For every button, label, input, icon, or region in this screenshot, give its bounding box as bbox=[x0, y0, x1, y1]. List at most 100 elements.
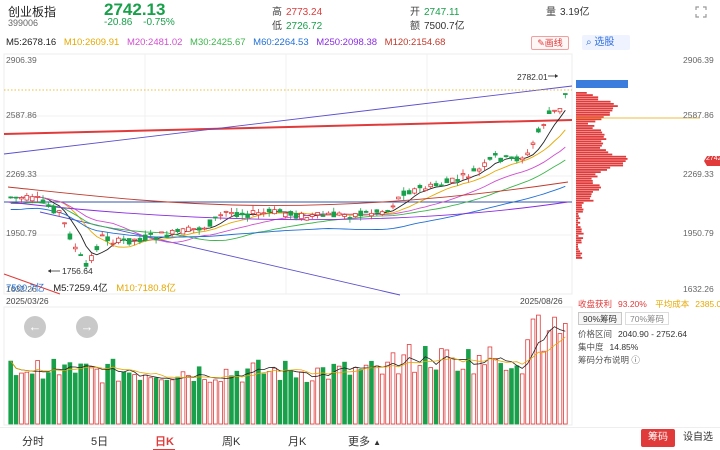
draw-line-label: 画线 bbox=[544, 38, 563, 48]
scroll-right-button[interactable]: → bbox=[76, 316, 98, 338]
select-stock-button[interactable]: ⌕ 选股 bbox=[582, 35, 630, 50]
tab-monthly-k[interactable]: 月K bbox=[288, 436, 307, 448]
high-value: 2773.24 bbox=[286, 7, 323, 18]
index-code: 399006 bbox=[8, 18, 39, 28]
volume-ma-lines bbox=[10, 326, 566, 380]
chip-bar bbox=[576, 94, 593, 96]
volume-bar bbox=[396, 373, 401, 425]
candle-body bbox=[78, 254, 83, 256]
candle-body bbox=[83, 262, 89, 267]
tab-intraday[interactable]: 分时 bbox=[22, 436, 44, 448]
volume-bar bbox=[256, 359, 261, 425]
candle-body bbox=[126, 238, 132, 245]
cost-value: 2385.01 bbox=[695, 299, 720, 309]
open-label: 开 bbox=[410, 7, 420, 18]
candle-body bbox=[487, 157, 493, 160]
chip-button[interactable]: 筹码 bbox=[641, 429, 675, 447]
candle-body bbox=[186, 226, 191, 232]
candle-body bbox=[299, 213, 304, 220]
volume-bar bbox=[213, 379, 218, 425]
right-label-bottom: 1632.26 bbox=[683, 284, 714, 294]
candle-body bbox=[471, 168, 477, 172]
high-stat: 高 2773.24 bbox=[272, 3, 322, 18]
ma-line bbox=[10, 146, 566, 243]
volume-bar bbox=[116, 380, 121, 425]
chip-bar bbox=[576, 241, 582, 244]
volume-bar bbox=[342, 361, 347, 425]
candle-body bbox=[390, 205, 396, 208]
ma-line bbox=[10, 159, 566, 242]
volume-bar bbox=[196, 366, 202, 425]
candle-body bbox=[336, 212, 342, 216]
volume-bar bbox=[94, 368, 100, 425]
candle-body bbox=[536, 128, 541, 133]
profit-label: 收盘获利 bbox=[578, 299, 613, 309]
volume-bar bbox=[331, 363, 337, 425]
volume-bar bbox=[320, 367, 326, 425]
candle-body bbox=[8, 196, 13, 199]
tab-weekly-k[interactable]: 周K bbox=[222, 436, 241, 448]
chip-bar bbox=[576, 235, 579, 237]
volume-bar bbox=[455, 370, 460, 425]
candle-body bbox=[256, 212, 261, 216]
chip-bar bbox=[576, 131, 603, 134]
chip-tab-70[interactable]: 70%筹码 bbox=[625, 312, 670, 325]
chip-bar bbox=[576, 114, 610, 116]
volume-bar bbox=[13, 375, 19, 425]
chip-bar bbox=[576, 197, 590, 200]
add-watchlist-button[interactable]: 设自选 bbox=[683, 432, 713, 443]
candle-body bbox=[466, 176, 471, 179]
chip-bar bbox=[576, 171, 601, 173]
volume-bar bbox=[186, 375, 191, 425]
tab-daily-k[interactable]: 日K bbox=[155, 436, 174, 448]
chip-bar bbox=[576, 182, 593, 184]
scroll-left-button[interactable]: ← bbox=[24, 316, 46, 338]
chip-bar-blue bbox=[576, 80, 628, 88]
volume-bar bbox=[309, 380, 315, 425]
arrow-left-icon: ← bbox=[28, 319, 42, 334]
candle-body bbox=[148, 232, 153, 235]
index-name: 创业板指 bbox=[8, 5, 57, 19]
right-label-4: 1950.79 bbox=[683, 228, 714, 238]
volume-bar bbox=[40, 378, 46, 425]
tab-5day[interactable]: 5日 bbox=[91, 436, 109, 448]
candle-body bbox=[143, 234, 148, 241]
volume-bar bbox=[304, 381, 310, 425]
draw-line-button[interactable]: ✎画线 bbox=[531, 36, 569, 50]
chip-explain-label: 筹码分布说明 bbox=[578, 355, 630, 365]
change-value: -20.86 bbox=[104, 17, 133, 28]
chip-bar bbox=[576, 120, 596, 123]
chip-bar bbox=[576, 136, 604, 138]
volume-bar bbox=[99, 382, 105, 425]
volume-bar bbox=[433, 369, 439, 425]
info-icon: ⓘ bbox=[631, 355, 640, 365]
arrow-right-icon: → bbox=[80, 319, 94, 334]
candle-body bbox=[283, 212, 288, 218]
chip-explain-link[interactable]: 筹码分布说明 ⓘ bbox=[578, 354, 640, 366]
right-label-3: 2269.33 bbox=[683, 169, 714, 179]
candle-body bbox=[175, 228, 180, 233]
chip-tab-90[interactable]: 90%筹码 bbox=[578, 312, 623, 325]
volume-bar bbox=[444, 349, 450, 425]
expand-icon[interactable] bbox=[694, 6, 708, 20]
candle-body bbox=[105, 236, 110, 242]
candle-body bbox=[449, 177, 455, 183]
chip-bar bbox=[576, 184, 600, 187]
candle-body bbox=[207, 219, 213, 227]
candle-body bbox=[153, 237, 159, 240]
kline-chart[interactable] bbox=[0, 52, 720, 427]
volume-bar bbox=[476, 354, 482, 425]
tab-more[interactable]: 更多 ▲ bbox=[348, 433, 381, 449]
volume-bar bbox=[546, 330, 552, 425]
chip-bar bbox=[576, 109, 613, 112]
candle-body bbox=[35, 196, 40, 198]
end-date: 2025/08/26 bbox=[520, 296, 563, 306]
chip-bar bbox=[576, 191, 593, 193]
volume-bar bbox=[449, 357, 455, 425]
candle-body bbox=[503, 155, 509, 158]
volume-bar bbox=[164, 379, 170, 425]
candle-body bbox=[406, 190, 412, 195]
chip-bar bbox=[576, 208, 584, 211]
ma-legend: M5:2678.16 M10:2609.91 M20:2481.02 M30:2… bbox=[6, 37, 450, 48]
ma5-label: M5:2678.16 bbox=[6, 37, 57, 48]
